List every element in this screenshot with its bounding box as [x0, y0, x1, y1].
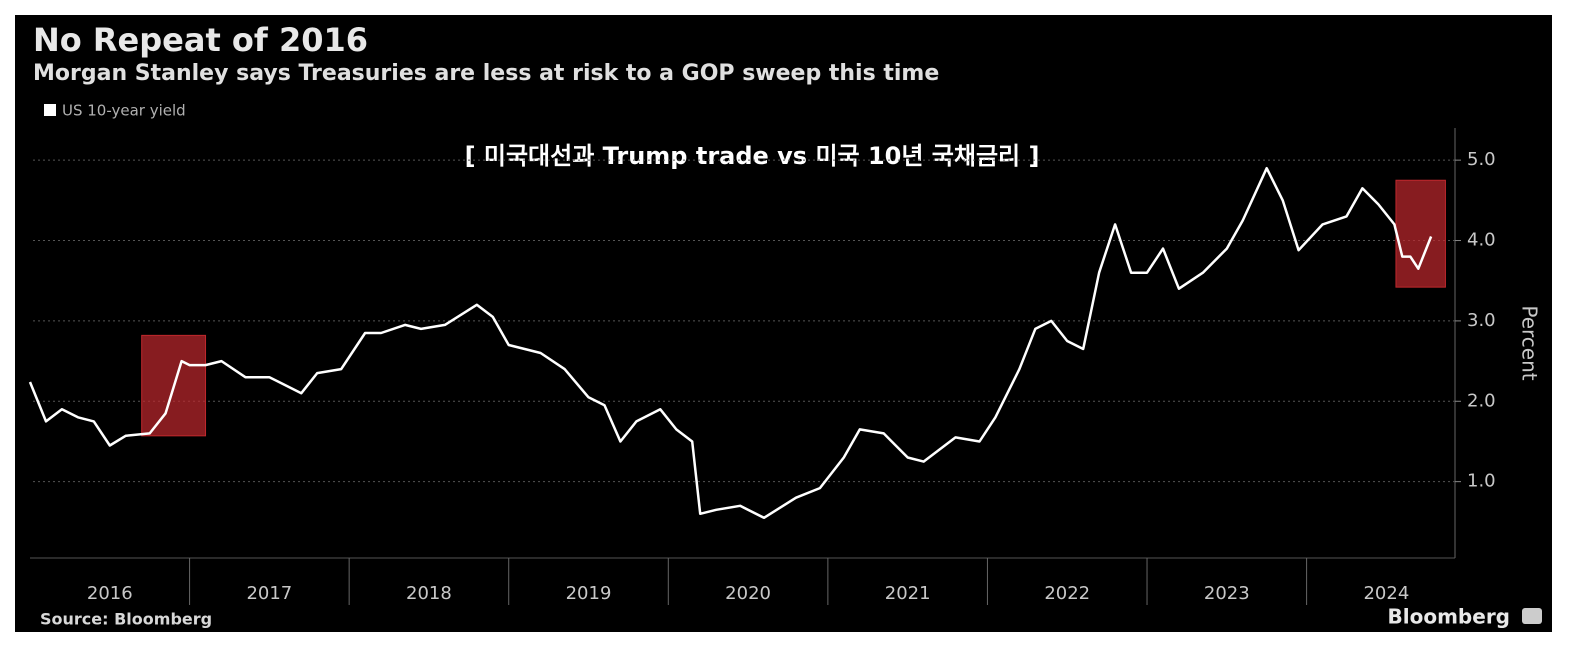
x-tick-label: 2021: [885, 583, 931, 604]
brand: Bloomberg: [1388, 605, 1510, 629]
legend-label: US 10-year yield: [62, 102, 186, 120]
chart-subtitle: Morgan Stanley says Treasuries are less …: [33, 61, 939, 86]
y-tick-label: 2.0: [1467, 390, 1496, 411]
brand-icon: [1522, 608, 1542, 624]
annotation: [ 미국대선과 Trump trade vs 미국 10년 국채금리 ]: [465, 142, 1040, 170]
y-tick-label: 5.0: [1467, 149, 1496, 170]
legend-swatch: [44, 104, 56, 116]
x-tick-label: 2018: [406, 583, 452, 604]
y-tick-label: 1.0: [1467, 471, 1496, 492]
x-tick-label: 2024: [1363, 583, 1409, 604]
source: Source: Bloomberg: [40, 610, 212, 629]
x-tick-label: 2020: [725, 583, 771, 604]
x-tick-label: 2022: [1044, 583, 1090, 604]
x-tick-label: 2023: [1204, 583, 1250, 604]
line: [28, 166, 1433, 520]
y-axis-title: Percent: [1518, 305, 1542, 380]
chart-title: No Repeat of 2016: [33, 21, 368, 59]
chart-background: [15, 15, 1552, 632]
y-tick-label: 4.0: [1467, 230, 1496, 251]
x-tick-label: 2019: [566, 583, 612, 604]
highlight-box: [1395, 179, 1446, 288]
x-tick-label: 2017: [246, 583, 292, 604]
x-tick-label: 2016: [87, 583, 133, 604]
y-tick-label: 3.0: [1467, 310, 1496, 331]
